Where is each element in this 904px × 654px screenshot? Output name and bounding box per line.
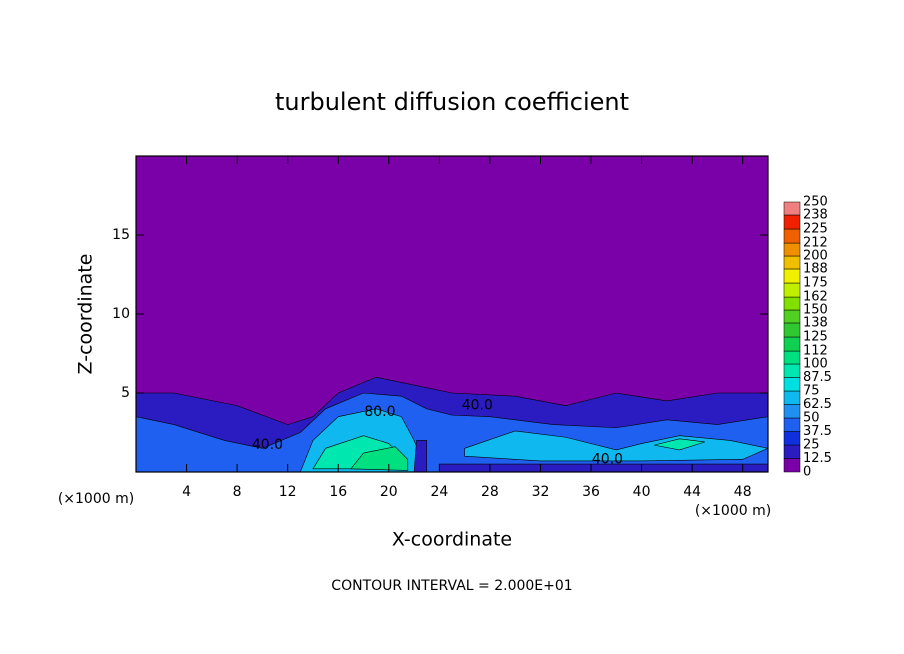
colorbar-label: 112 (803, 344, 828, 359)
colorbar-swatch (783, 309, 801, 324)
colorbar-label: 25 (803, 438, 820, 453)
colorbar-swatch (783, 444, 801, 459)
contour-label: 40.0 (252, 437, 283, 453)
x-tick-label: 48 (734, 484, 752, 500)
colorbar-swatch (783, 350, 801, 365)
colorbar-swatch (783, 431, 801, 446)
colorbar-label: 12.5 (803, 451, 832, 466)
colorbar-swatch (783, 336, 801, 352)
colorbar-swatch (783, 377, 801, 392)
x-axis-label: X-coordinate (392, 529, 512, 551)
x-tick-label: 12 (279, 484, 297, 500)
colorbar-swatch (783, 214, 801, 230)
colorbar-label: 188 (803, 261, 828, 276)
contour-region (413, 440, 428, 472)
x-tick-label: 20 (380, 484, 398, 500)
colorbar-label: 87.5 (803, 370, 832, 385)
contour-region (464, 430, 768, 462)
colorbar-label: 100 (803, 357, 828, 372)
x-tick-label: 36 (582, 484, 600, 500)
colorbar-label: 50 (803, 411, 820, 426)
colorbar-swatch (783, 363, 801, 378)
colorbar-swatch (783, 242, 801, 257)
colorbar-label: 150 (803, 303, 828, 318)
contour-region (654, 438, 705, 451)
colorbar-label: 250 (803, 195, 828, 210)
chart-title: turbulent diffusion coefficient (275, 88, 629, 116)
colorbar-label: 238 (803, 207, 828, 222)
colorbar-swatch (783, 417, 801, 432)
colorbar-swatch (783, 458, 801, 473)
x-tick-label: 40 (633, 484, 651, 500)
colorbar-swatch (783, 282, 801, 298)
colorbar-label: 138 (803, 315, 828, 330)
x-tick-label: 8 (233, 484, 242, 500)
colorbar-label: 200 (803, 249, 828, 264)
colorbar-swatch (783, 404, 801, 419)
x-tick-label: 28 (481, 484, 499, 500)
x-tick-label: 44 (683, 484, 701, 500)
colorbar-swatch (783, 268, 801, 284)
colorbar-label: 0 (803, 465, 811, 480)
colorbar-label: 37.5 (803, 424, 832, 439)
colorbar-swatch (783, 228, 801, 244)
colorbar-swatch (783, 390, 801, 405)
plot-area: 40.0 80.0 40.0 40.0 (136, 156, 768, 472)
colorbar-label: 62.5 (803, 397, 832, 412)
y-tick-label: 5 (121, 385, 130, 401)
colorbar-label: 212 (803, 236, 828, 251)
y-tick-label: 10 (112, 306, 130, 322)
colorbar-swatch (783, 296, 801, 311)
y-tick-label: 15 (112, 227, 130, 243)
colorbar-swatch (783, 322, 801, 338)
colorbar-label: 75 (803, 384, 820, 399)
contour-label: 40.0 (592, 451, 623, 467)
contour-label: 80.0 (364, 404, 395, 420)
colorbar-swatch (783, 255, 801, 270)
x-tick-label: 24 (430, 484, 448, 500)
x-tick-label: 16 (329, 484, 347, 500)
colorbar-swatch (783, 201, 801, 216)
y-axis-label: Z-coordinate (75, 254, 97, 375)
x-unit-label: (×1000 m) (695, 503, 771, 519)
colorbar: 012.52537.55062.57587.510011212513815016… (783, 195, 832, 480)
footer: CONTOUR INTERVAL = 2.000E+01 (331, 578, 572, 594)
colorbar-label: 175 (803, 276, 828, 291)
x-tick-label: 32 (532, 484, 550, 500)
x-tick-label: 4 (182, 484, 191, 500)
colorbar-label: 162 (803, 290, 828, 305)
y-unit-label: (×1000 m) (58, 491, 134, 507)
contour-region (350, 446, 409, 471)
contour-label: 40.0 (462, 398, 493, 414)
colorbar-label: 125 (803, 330, 828, 345)
colorbar-label: 225 (803, 222, 828, 237)
